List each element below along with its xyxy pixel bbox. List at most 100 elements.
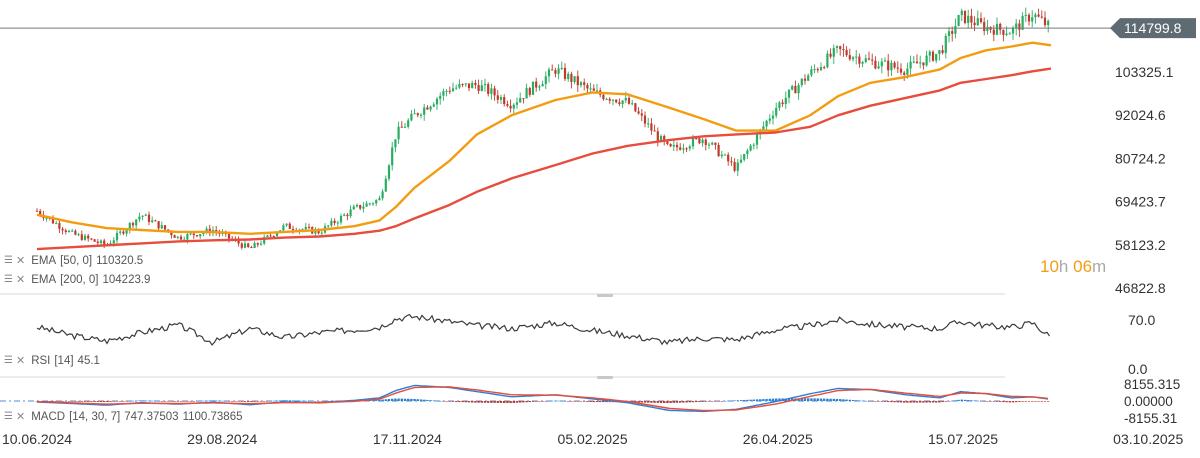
- date-tick-4: 26.04.2025: [743, 431, 813, 447]
- macd-hist-bar-59: [224, 400, 227, 402]
- candle-body: [819, 67, 823, 71]
- candle-body: [551, 69, 554, 71]
- candle-body: [266, 235, 269, 238]
- candle-body: [608, 98, 611, 101]
- legend-ema-200[interactable]: ☰ ✕ EMA [200, 0] 104223.9: [4, 273, 150, 287]
- candle-body: [515, 102, 519, 105]
- candle-35: [147, 211, 151, 226]
- macd-hist-bar-148: [509, 401, 512, 404]
- candle-312: [1034, 12, 1037, 24]
- macd-hist-bar-223: [749, 399, 752, 401]
- macd-hist-bar-158: [541, 401, 544, 402]
- candle-69: [256, 242, 259, 248]
- candle-body: [787, 89, 791, 98]
- macd-hist-bar-67: [250, 401, 253, 402]
- candle-141: [487, 82, 490, 97]
- candle-260: [867, 51, 871, 61]
- candle-body: [544, 76, 547, 85]
- legend-ema-50-params: [50, 0]: [60, 254, 93, 267]
- legend-macd[interactable]: ☰ ✕ MACD [14, 30, 7] 747.37503 1100.7386…: [4, 410, 243, 424]
- candle-body: [704, 139, 707, 145]
- candle-230: [771, 110, 775, 125]
- close-icon[interactable]: ✕: [15, 274, 26, 286]
- macd-hist-bar-159: [544, 401, 547, 402]
- candle-306: [1015, 19, 1018, 36]
- legend-macd-name: MACD: [31, 410, 66, 423]
- macd-hist-bar-114: [400, 398, 403, 401]
- candle-124: [432, 102, 435, 108]
- macd-hist-bar-167: [570, 401, 573, 402]
- macd-hist-bar-293: [973, 400, 976, 402]
- candle-274: [912, 56, 915, 64]
- candle-101: [359, 204, 362, 211]
- candle-133: [461, 83, 464, 88]
- candle-body: [519, 98, 522, 103]
- candle-279: [928, 49, 931, 63]
- candle-body: [346, 214, 349, 217]
- candle-159: [544, 71, 547, 89]
- candle-276: [919, 55, 922, 69]
- macd-hist-bar-289: [960, 399, 963, 401]
- candle-126: [439, 92, 442, 105]
- candle-150: [515, 97, 519, 109]
- macd-hist-bar-190: [643, 401, 647, 403]
- close-icon[interactable]: ✕: [15, 355, 26, 367]
- date-tick-5: 15.07.2025: [928, 431, 998, 447]
- candle-243: [813, 64, 816, 74]
- legend-ema-50[interactable]: ☰ ✕ EMA [50, 0] 110320.5: [4, 254, 143, 268]
- candle-157: [538, 84, 541, 91]
- macd-hist-bar-11: [71, 401, 74, 402]
- candle-143: [493, 85, 496, 101]
- candle-body: [736, 162, 739, 171]
- candle-body: [384, 178, 387, 192]
- candle-30: [131, 221, 135, 228]
- macd-hist-bar-170: [579, 401, 583, 402]
- macd-hist-bar-156: [535, 401, 538, 402]
- candle-240: [803, 74, 807, 85]
- ema-line-0: [36, 41, 1052, 235]
- macd-hist-bar-313: [1037, 401, 1040, 402]
- candle-body: [669, 144, 672, 147]
- macd-hist-bar-44: [176, 401, 179, 402]
- macd-hist-bar-138: [477, 401, 480, 403]
- macd-hist-bar-145: [499, 401, 503, 403]
- candle-213: [717, 142, 720, 157]
- macd-tick-1: 0.00000: [1124, 394, 1173, 409]
- close-icon[interactable]: ✕: [15, 255, 26, 267]
- macd-hist-bar-257: [858, 400, 861, 402]
- candle-50: [195, 234, 199, 238]
- candle-119: [416, 112, 419, 118]
- macd-hist-bar-157: [538, 401, 541, 402]
- settings-lines-icon[interactable]: ☰: [4, 355, 13, 366]
- candle-309: [1024, 7, 1027, 23]
- macd-hist-bar-127: [442, 401, 445, 402]
- macd-hist-bar-231: [775, 398, 778, 401]
- candle-body: [691, 138, 695, 147]
- candle-body: [435, 98, 439, 105]
- candle-body: [179, 236, 183, 240]
- close-icon[interactable]: ✕: [15, 411, 26, 423]
- candle-body: [925, 55, 928, 66]
- macd-hist-bar-281: [935, 401, 938, 403]
- candle-251: [839, 45, 842, 56]
- settings-lines-icon[interactable]: ☰: [4, 274, 13, 285]
- macd-hist-bar-68: [253, 401, 256, 402]
- macd-hist-bar-266: [887, 401, 890, 402]
- settings-lines-icon[interactable]: ☰: [4, 255, 13, 266]
- legend-rsi[interactable]: ☰ ✕ RSI [14] 45.1: [4, 354, 100, 368]
- candle-94: [336, 220, 339, 227]
- macd-hist-bar-211: [711, 401, 714, 402]
- settings-lines-icon[interactable]: ☰: [4, 411, 13, 422]
- candle-body: [848, 55, 851, 60]
- candle-body: [160, 225, 163, 229]
- candle-body: [74, 230, 77, 235]
- candle-25: [115, 229, 119, 244]
- macd-hist-bar-77: [282, 400, 285, 401]
- candle-body: [416, 113, 419, 116]
- macd-hist-bar-195: [659, 401, 663, 403]
- candle-49: [192, 233, 195, 239]
- macd-hist-bar-175: [595, 401, 599, 403]
- legend-ema-200-params: [200, 0]: [60, 273, 99, 286]
